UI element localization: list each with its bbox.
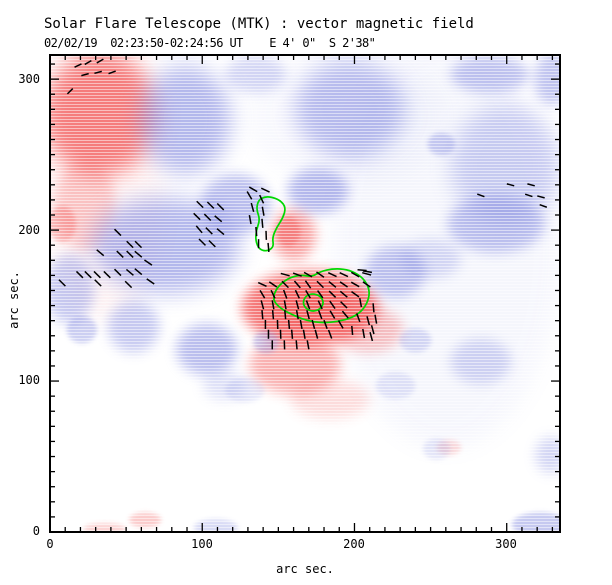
contour-path: [254, 196, 286, 252]
vector-segments: [58, 58, 548, 350]
y-tick-label: 300: [18, 72, 40, 86]
x-tick-label: 100: [191, 537, 213, 551]
contour-path: [302, 293, 324, 312]
x-tick-label: 0: [46, 537, 54, 551]
y-axis-label: arc sec.: [7, 271, 21, 329]
plot-subtitle: 02/02/19 02:23:50-02:24:56 UT E 4' 0" S …: [44, 36, 376, 50]
x-axis-label: arc sec.: [276, 562, 334, 576]
y-tick-label: 0: [32, 524, 40, 538]
x-tick-label: 200: [343, 537, 365, 551]
contour-path: [272, 268, 370, 324]
y-tick-label: 100: [18, 373, 40, 387]
flare-contours: [254, 196, 370, 324]
plot-title: Solar Flare Telescope (MTK) : vector mag…: [44, 16, 474, 32]
axis-ticks: [49, 55, 560, 533]
y-tick-label: 200: [18, 223, 40, 237]
x-tick-label: 300: [495, 537, 517, 551]
